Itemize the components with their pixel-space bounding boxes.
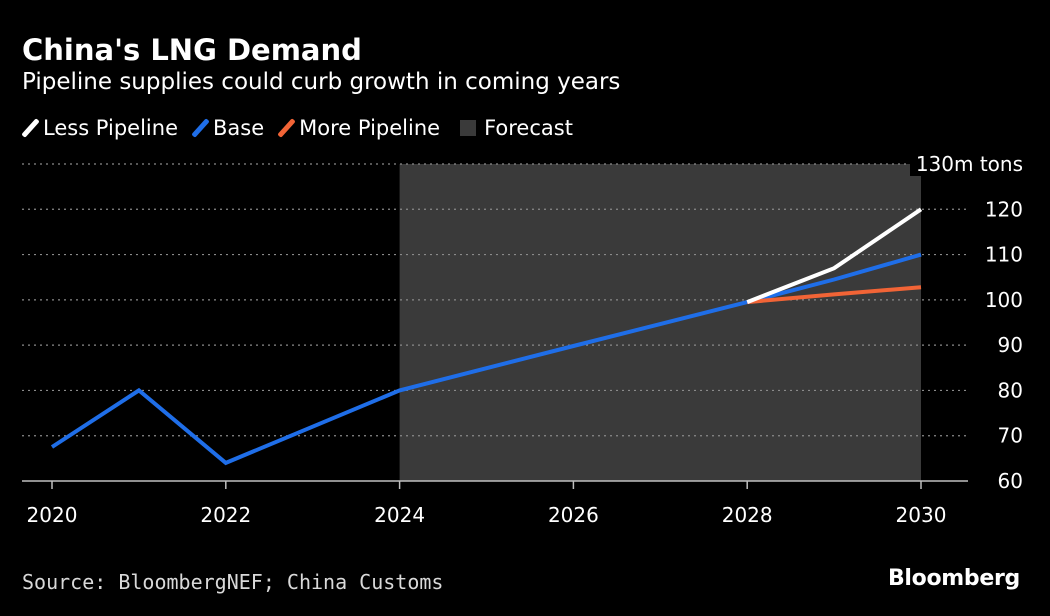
y-top-label-background bbox=[910, 152, 1030, 176]
y-tick-label-110: 110 bbox=[985, 243, 1023, 267]
y-tick-label-100: 100 bbox=[985, 288, 1023, 312]
legend-label-base: Base bbox=[213, 116, 265, 140]
legend-item-forecast: Forecast bbox=[454, 116, 573, 140]
chart-subtitle: Pipeline supplies could curb growth in c… bbox=[22, 69, 621, 95]
y-tick-label-80: 80 bbox=[998, 378, 1023, 402]
series-line-base bbox=[50, 252, 922, 466]
y-tick-label-120: 120 bbox=[985, 197, 1023, 221]
chart-title: China's LNG Demand bbox=[22, 33, 362, 67]
y-tick-label-60: 60 bbox=[998, 469, 1023, 493]
series-line-more-pipeline bbox=[747, 285, 922, 305]
bloomberg-logo: Bloomberg bbox=[887, 566, 1020, 591]
y-tick-label-70: 70 bbox=[998, 424, 1023, 448]
legend-item-more-pipeline: More Pipeline bbox=[277, 116, 441, 140]
legend-item-less-pipeline: Less Pipeline bbox=[21, 116, 178, 140]
x-tick-label-2028: 2028 bbox=[722, 503, 773, 527]
legend-label-less-pipeline: Less Pipeline bbox=[43, 116, 178, 140]
legend-label-more-pipeline: More Pipeline bbox=[299, 116, 441, 140]
source-note: Source: BloombergNEF; China Customs bbox=[22, 570, 444, 594]
chart-legend: Less Pipeline Base More Pipeline Forecas… bbox=[21, 113, 587, 143]
x-tick-label-2026: 2026 bbox=[548, 503, 599, 527]
x-tick-label-2022: 2022 bbox=[200, 503, 251, 527]
legend-swatch-forecast bbox=[460, 120, 477, 136]
x-tick-label-2030: 2030 bbox=[896, 503, 947, 527]
y-tick-label-130: 130m tons bbox=[916, 152, 1023, 176]
legend-item-base: Base bbox=[191, 116, 265, 140]
x-tick-label-2020: 2020 bbox=[27, 503, 78, 527]
x-tick-label-2024: 2024 bbox=[374, 503, 425, 527]
legend-label-forecast: Forecast bbox=[484, 116, 573, 140]
series-line-less-pipeline bbox=[746, 207, 923, 304]
y-tick-label-90: 90 bbox=[998, 333, 1023, 357]
